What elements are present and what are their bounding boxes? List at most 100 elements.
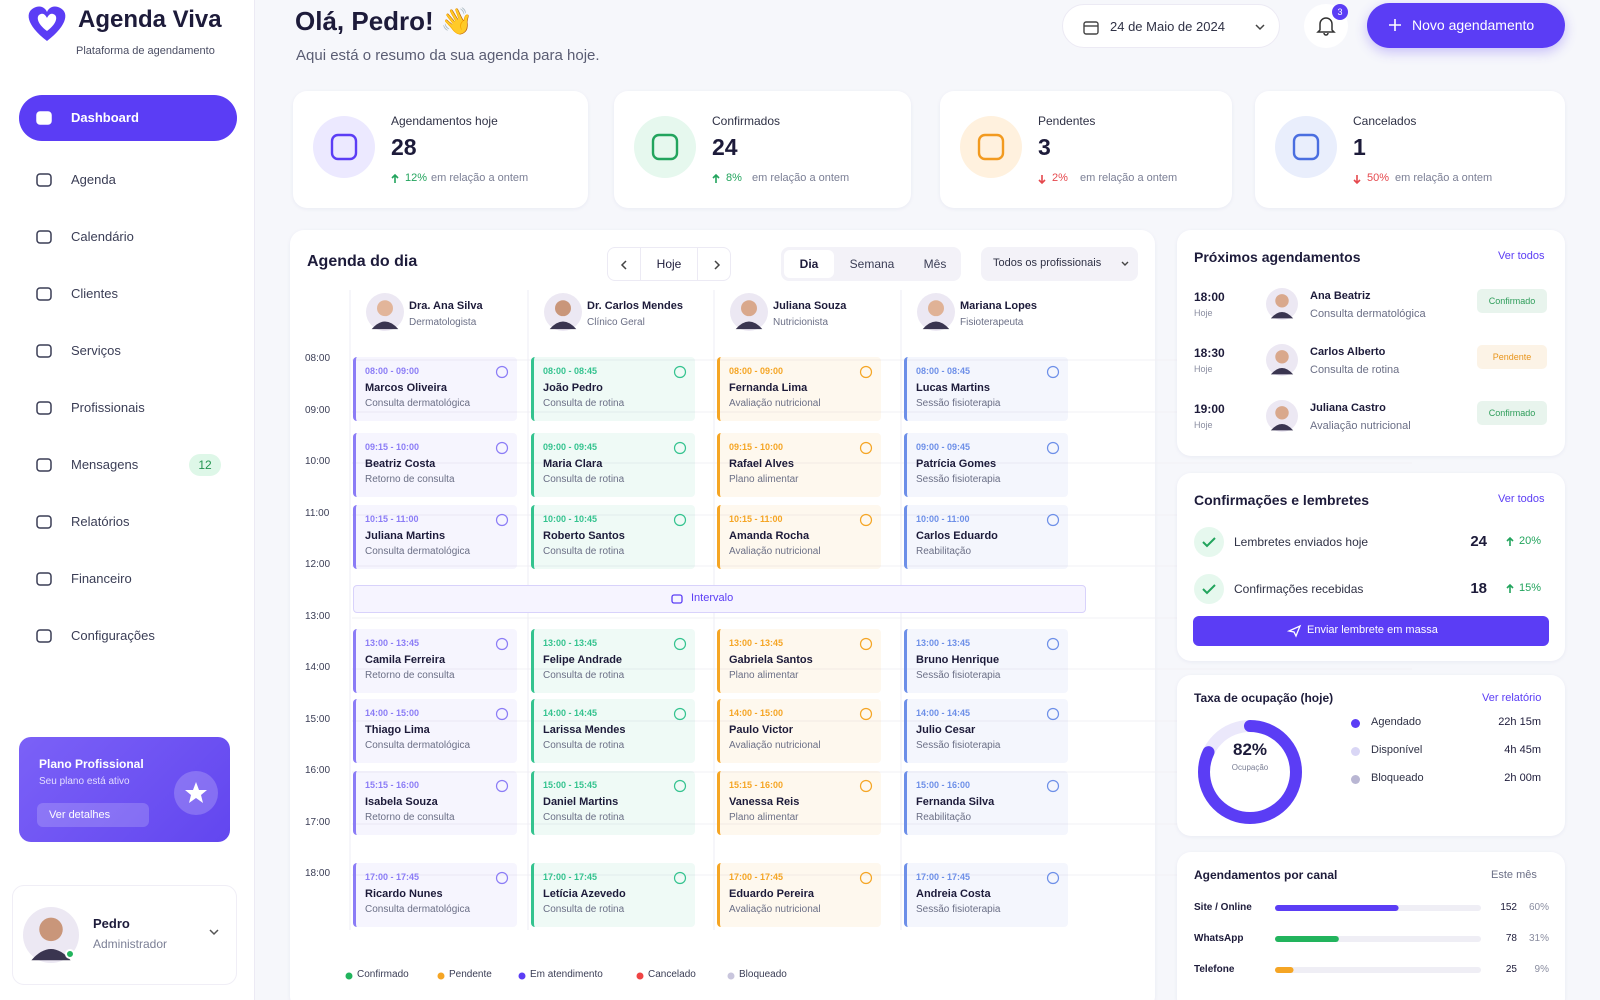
- professional-specialty: Dermatologista: [409, 317, 477, 328]
- reminder-value: 18: [1470, 580, 1487, 597]
- upcoming-time: 18:00: [1194, 290, 1225, 304]
- appointment-card[interactable]: 09:15 - 10:00 Rafael Alves Plano alimentar: [717, 433, 881, 497]
- appointment-card[interactable]: 15:15 - 16:00 Isabela Souza Retorno de con…: [353, 771, 517, 835]
- stat-icon: [634, 116, 696, 178]
- appointment-card[interactable]: 17:00 - 17:45 Andreia Costa Sessão fisiote…: [904, 863, 1068, 927]
- reminders-panel: Confirmações e lembretes Ver todos Lembret…: [1177, 473, 1565, 661]
- appointment-patient: Amanda Rocha: [729, 530, 810, 542]
- appointment-time: 17:00 - 17:45: [365, 872, 420, 882]
- nav-label: Calendário: [71, 229, 134, 244]
- appointment-card[interactable]: 15:00 - 15:45 Daniel Martins Consulta de r…: [531, 771, 695, 835]
- date-picker[interactable]: 24 de Maio de 2024: [1062, 4, 1280, 48]
- nav-item[interactable]: Financeiro: [19, 556, 237, 602]
- nav-item[interactable]: Relatórios: [19, 499, 237, 545]
- appointment-card[interactable]: 09:00 - 09:45 Patrícia Gomes Sessão fisiot…: [904, 433, 1068, 497]
- nav-item[interactable]: Configurações: [19, 613, 237, 659]
- status-pill: Confirmado: [1477, 289, 1547, 313]
- today-button[interactable]: Hoje: [640, 248, 698, 280]
- appointment-time: 14:00 - 15:00: [729, 708, 784, 718]
- status-icon: [673, 779, 687, 793]
- appointment-card[interactable]: 08:00 - 09:00 Fernanda Lima Avaliação nutr…: [717, 357, 881, 421]
- appointment-card[interactable]: 13:00 - 13:45 Camila Ferreira Retorno de c…: [353, 629, 517, 693]
- appointment-time: 14:00 - 15:00: [365, 708, 420, 718]
- plan-card: Plano Profissional Seu plano está ativo Ve…: [19, 737, 230, 842]
- avatar: [544, 293, 582, 331]
- hour-line: [352, 668, 1412, 670]
- nav-item[interactable]: Clientes: [19, 271, 237, 317]
- appointment-card[interactable]: 15:00 - 16:00 Fernanda Silva Reabilitação: [904, 771, 1068, 835]
- nav-label: Serviços: [71, 343, 121, 358]
- appointment-card[interactable]: 10:15 - 11:00 Amanda Rocha Avaliação nutri…: [717, 505, 881, 569]
- plan-star: [174, 771, 218, 815]
- nav-item[interactable]: Agenda: [19, 157, 237, 203]
- appointment-card[interactable]: 14:00 - 14:45 Julio Cesar Sessão fisiotera…: [904, 699, 1068, 763]
- avatar: [917, 293, 955, 331]
- panel-link[interactable]: Ver relatório: [1482, 692, 1542, 704]
- channel-share: 9%: [1534, 964, 1549, 975]
- appointment-card[interactable]: 14:00 - 14:45 Larissa Mendes Consulta de r…: [531, 699, 695, 763]
- appointment-time: 17:00 - 17:45: [916, 872, 971, 882]
- appointment-patient: Ricardo Nunes: [365, 888, 443, 900]
- plan-button[interactable]: Ver detalhes: [37, 803, 149, 827]
- appointment-service: Avaliação nutricional: [729, 904, 821, 915]
- notifications[interactable]: 3: [1304, 4, 1348, 48]
- appointment-card[interactable]: 09:00 - 09:45 Maria Clara Consulta de roti…: [531, 433, 695, 497]
- appointment-patient: João Pedro: [543, 382, 603, 394]
- appointment-card[interactable]: 13:00 - 13:45 Bruno Henrique Sessão fisiot…: [904, 629, 1068, 693]
- stat-change: 2%: [1052, 172, 1068, 184]
- upcoming-time: 19:00: [1194, 402, 1225, 416]
- nav-item[interactable]: Mensagens 12: [19, 442, 237, 488]
- hour-line: [352, 617, 1412, 618]
- appointment-time: 08:00 - 09:00: [365, 366, 420, 376]
- appointment-service: Consulta de rotina: [543, 398, 625, 409]
- panel-link[interactable]: Ver todos: [1498, 250, 1545, 262]
- bulk-reminder-button[interactable]: Enviar lembrete em massa: [1193, 616, 1549, 646]
- appointment-service: Sessão fisioterapia: [916, 398, 1001, 409]
- panel-link[interactable]: Ver todos: [1498, 493, 1545, 505]
- appointment-card[interactable]: 09:15 - 10:00 Beatriz Costa Retorno de con…: [353, 433, 517, 497]
- status-icon: [1046, 637, 1060, 651]
- appointment-card[interactable]: 08:00 - 09:00 Marcos Oliveira Consulta der…: [353, 357, 517, 421]
- nav-item[interactable]: Serviços: [19, 328, 237, 374]
- appointment-card[interactable]: 17:00 - 17:45 Eduardo Pereira Avaliação nu…: [717, 863, 881, 927]
- view-tab[interactable]: Mês: [923, 257, 947, 271]
- status-icon: [673, 365, 687, 379]
- appointment-card[interactable]: 08:00 - 08:45 João Pedro Consulta de rotin…: [531, 357, 695, 421]
- view-tab[interactable]: Semana: [849, 257, 895, 271]
- nav-icon: [36, 230, 52, 244]
- nav-item[interactable]: Profissionais: [19, 385, 237, 431]
- view-tab[interactable]: Dia: [784, 250, 834, 278]
- online-dot: [65, 949, 75, 959]
- appointment-service: Sessão fisioterapia: [916, 904, 1001, 915]
- appointment-patient: Paulo Victor: [729, 724, 793, 736]
- stat-value: 3: [1038, 134, 1051, 160]
- professional-filter[interactable]: Todos os profissionais: [981, 247, 1138, 281]
- appointment-card[interactable]: 13:00 - 13:45 Gabriela Santos Plano alimen…: [717, 629, 881, 693]
- appointment-card[interactable]: 17:00 - 17:45 Letícia Azevedo Consulta de …: [531, 863, 695, 927]
- appointment-time: 14:00 - 14:45: [916, 708, 971, 718]
- status-icon: [495, 441, 509, 455]
- appointment-card[interactable]: 10:00 - 10:45 Roberto Santos Consulta de r…: [531, 505, 695, 569]
- appointment-card[interactable]: 13:00 - 13:45 Felipe Andrade Consulta de r…: [531, 629, 695, 693]
- appointment-service: Sessão fisioterapia: [916, 474, 1001, 485]
- appointment-card[interactable]: 15:15 - 16:00 Vanessa Reis Plano alimentar: [717, 771, 881, 835]
- appointment-patient: Isabela Souza: [365, 796, 438, 808]
- professional-name: Mariana Lopes: [960, 300, 1038, 312]
- new-appointment-button[interactable]: Novo agendamento: [1367, 3, 1565, 48]
- status-icon: [1046, 513, 1060, 527]
- appointment-card[interactable]: 08:00 - 08:45 Lucas Martins Sessão fisiote…: [904, 357, 1068, 421]
- nav-icon: [36, 629, 52, 643]
- appointment-card[interactable]: 10:00 - 11:00 Carlos Eduardo Reabilitação: [904, 505, 1068, 569]
- appointment-card[interactable]: 10:15 - 11:00 Juliana Martins Consulta der…: [353, 505, 517, 569]
- appointment-card[interactable]: 17:00 - 17:45 Ricardo Nunes Consulta derma…: [353, 863, 517, 927]
- nav-item[interactable]: Calendário: [19, 214, 237, 260]
- appointment-card[interactable]: 14:00 - 15:00 Thiago Lima Consulta dermato…: [353, 699, 517, 763]
- stat-change: 12%: [405, 172, 428, 184]
- period: Este mês: [1491, 869, 1537, 881]
- avatar: [1266, 400, 1298, 432]
- appointment-service: Consulta dermatológica: [365, 546, 471, 557]
- professional-specialty: Clínico Geral: [587, 317, 645, 328]
- reminder-value: 24: [1470, 533, 1487, 550]
- appointment-card[interactable]: 14:00 - 15:00 Paulo Victor Avaliação nutri…: [717, 699, 881, 763]
- nav-item[interactable]: Dashboard: [19, 95, 237, 141]
